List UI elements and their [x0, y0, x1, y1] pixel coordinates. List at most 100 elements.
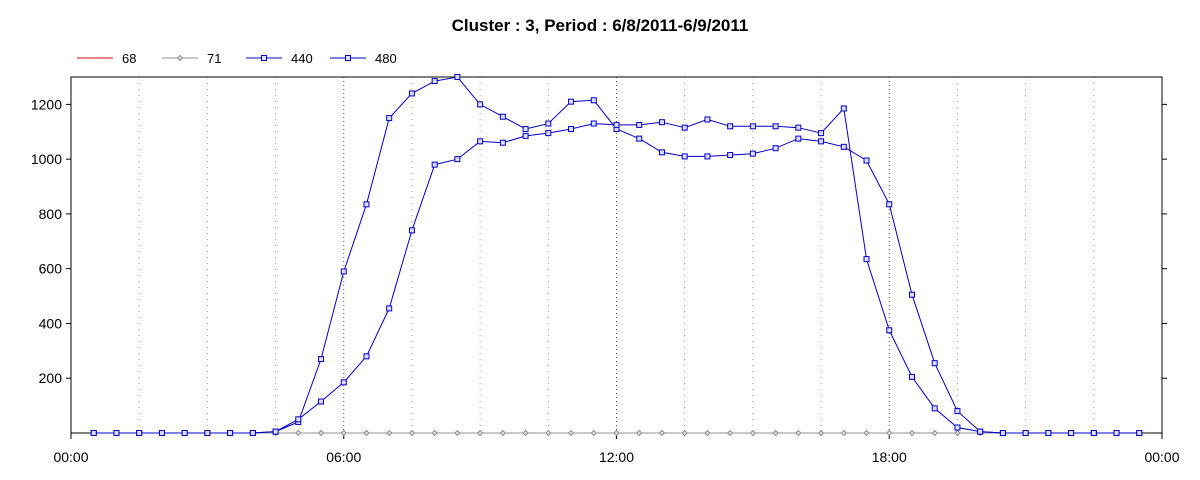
- y-tick-label: 1000: [31, 151, 62, 167]
- data-point-71: [317, 429, 325, 437]
- legend-label: 480: [375, 51, 397, 66]
- data-point-440: [704, 153, 711, 160]
- data-point-440: [590, 97, 597, 104]
- x-tick-label: 00:00: [1144, 449, 1179, 465]
- data-point-71: [681, 429, 688, 437]
- data-point-440: [840, 143, 847, 150]
- y-tick-label: 400: [39, 315, 63, 331]
- data-point-71: [658, 429, 666, 437]
- data-point-71: [386, 429, 393, 437]
- data-point-480: [454, 156, 461, 163]
- data-point-480: [1045, 430, 1052, 436]
- data-point-480: [568, 126, 575, 133]
- data-point-440: [340, 268, 347, 275]
- data-point-480: [1113, 430, 1120, 436]
- y-tick-label: 1200: [31, 96, 62, 112]
- legend-label: 71: [207, 51, 221, 66]
- legend-item-71: 71: [162, 51, 221, 66]
- data-point-440: [818, 138, 825, 145]
- data-point-71: [431, 429, 438, 437]
- data-point-71: [954, 429, 961, 437]
- data-point-440: [658, 149, 665, 156]
- data-point-480: [1136, 430, 1143, 436]
- data-point-71: [817, 429, 825, 437]
- data-point-480: [658, 119, 665, 126]
- data-point-480: [204, 430, 211, 436]
- data-point-480: [1022, 430, 1029, 436]
- data-point-71: [499, 429, 507, 437]
- data-point-71: [931, 429, 938, 437]
- data-point-480: [613, 121, 620, 128]
- data-point-480: [818, 130, 825, 137]
- data-point-71: [613, 429, 620, 437]
- data-point-480: [795, 124, 802, 131]
- data-point-71: [863, 429, 870, 437]
- y-axis: 200 400 600 800 1000 1200: [31, 96, 1167, 386]
- legend-marker: [176, 54, 184, 62]
- data-point-440: [408, 90, 415, 97]
- data-point-71: [772, 429, 779, 437]
- data-point-480: [954, 424, 961, 431]
- data-point-71: [886, 429, 893, 437]
- data-point-71: [363, 429, 370, 437]
- data-point-480: [340, 379, 347, 386]
- data-point-480: [386, 305, 393, 312]
- data-point-440: [568, 98, 575, 105]
- series-480: [90, 105, 1143, 436]
- data-point-480: [704, 116, 711, 123]
- data-point-440: [931, 360, 938, 367]
- data-point-480: [1068, 430, 1075, 436]
- data-point-480: [840, 105, 847, 112]
- data-point-480: [863, 256, 870, 263]
- data-point-71: [726, 429, 734, 437]
- data-point-480: [772, 123, 779, 130]
- data-point-71: [749, 429, 757, 437]
- data-point-440: [886, 201, 893, 208]
- data-point-71: [908, 429, 916, 437]
- data-point-480: [727, 123, 734, 130]
- data-point-440: [431, 78, 438, 85]
- data-point-480: [590, 120, 597, 127]
- data-point-480: [522, 132, 529, 139]
- data-point-71: [636, 429, 643, 437]
- data-point-71: [704, 429, 711, 437]
- data-point-440: [318, 356, 325, 363]
- legend-label: 68: [122, 51, 136, 66]
- data-point-480: [318, 398, 325, 405]
- data-point-480: [158, 430, 165, 436]
- data-point-480: [999, 430, 1006, 436]
- data-point-480: [681, 124, 688, 131]
- data-point-71: [522, 429, 529, 437]
- data-point-480: [136, 430, 143, 436]
- data-point-440: [954, 408, 961, 415]
- x-tick-label: 06:00: [326, 449, 361, 465]
- x-tick-label: 12:00: [599, 449, 634, 465]
- data-point-71: [840, 429, 847, 437]
- data-point-71: [476, 429, 484, 437]
- data-point-440: [908, 291, 915, 298]
- y-tick-label: 600: [39, 261, 63, 277]
- data-point-480: [295, 416, 302, 423]
- data-point-440: [636, 135, 643, 142]
- data-point-440: [477, 101, 484, 108]
- data-point-440: [454, 74, 461, 80]
- legend: 68 71 440 480: [77, 51, 397, 66]
- data-point-480: [977, 428, 984, 435]
- data-point-480: [408, 227, 415, 234]
- data-point-440: [795, 135, 802, 142]
- data-point-480: [931, 405, 938, 412]
- data-point-480: [227, 430, 234, 436]
- data-point-440: [681, 153, 688, 160]
- data-point-440: [363, 201, 370, 208]
- data-point-440: [727, 152, 734, 159]
- y-tick-label: 800: [39, 206, 63, 222]
- legend-item-480: 480: [330, 51, 397, 66]
- data-point-480: [249, 430, 256, 436]
- data-point-71: [545, 429, 552, 437]
- data-point-440: [749, 150, 756, 157]
- data-point-480: [749, 123, 756, 130]
- data-point-440: [499, 113, 506, 120]
- data-point-71: [590, 429, 597, 437]
- legend-label: 440: [291, 51, 313, 66]
